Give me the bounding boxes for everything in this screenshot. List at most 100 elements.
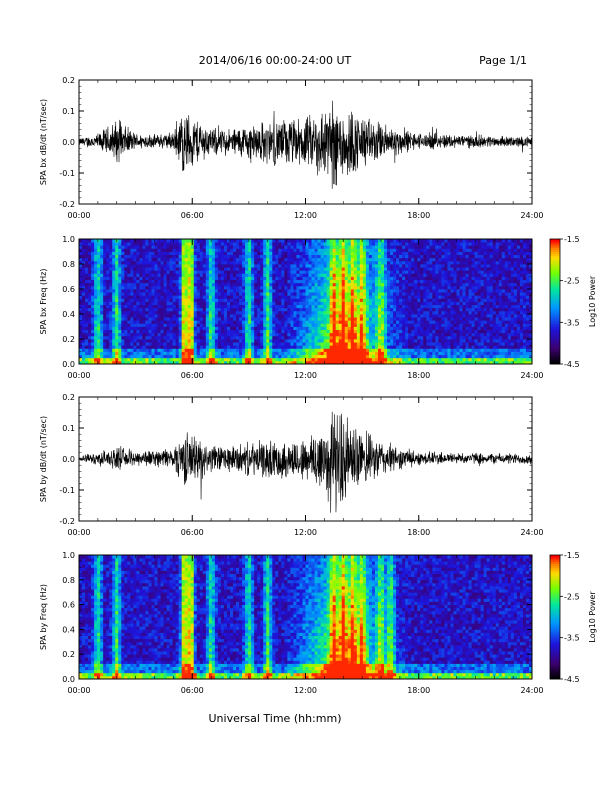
heatmap-cell	[275, 326, 279, 331]
heatmap-cell	[341, 251, 346, 256]
heatmap-cell	[257, 323, 261, 327]
heatmap-cell	[320, 310, 325, 315]
heatmap-cell	[429, 317, 433, 321]
heatmap-cell	[211, 298, 216, 302]
heatmap-cell	[154, 251, 158, 256]
heatmap-cell	[384, 323, 388, 327]
heatmap-cell	[347, 304, 352, 309]
heatmap-cell	[290, 342, 294, 346]
heatmap-cell	[251, 323, 255, 327]
heatmap-cell	[142, 239, 146, 243]
heatmap-cell	[387, 304, 391, 309]
heatmap-cell	[112, 264, 116, 268]
heatmap-cell	[281, 314, 285, 318]
heatmap-cell	[151, 351, 155, 356]
heatmap-cell	[91, 301, 95, 306]
heatmap-cell	[223, 239, 228, 243]
heatmap-cell	[281, 345, 285, 349]
heatmap-cell	[151, 320, 155, 324]
heatmap-cell	[139, 304, 143, 309]
heatmap-cell	[157, 326, 161, 331]
heatmap-cell	[384, 270, 388, 274]
heatmap-cell	[236, 273, 240, 277]
heatmap-cell	[160, 354, 164, 359]
heatmap-cell	[420, 289, 424, 293]
heatmap-cell	[308, 282, 312, 287]
heatmap-cell	[124, 323, 128, 327]
heatmap-cell	[175, 301, 180, 306]
heatmap-cell	[233, 304, 237, 309]
heatmap-cell	[139, 260, 143, 265]
heatmap-cell	[88, 304, 92, 309]
heatmap-cell	[338, 332, 343, 337]
heatmap-cell	[175, 279, 180, 284]
heatmap-cell	[293, 248, 297, 252]
heatmap-cell	[266, 326, 270, 331]
heatmap-cell	[362, 298, 367, 302]
heatmap-cell	[423, 295, 427, 299]
heatmap-cell	[248, 239, 252, 243]
heatmap-cell	[263, 339, 267, 343]
heatmap-cell	[314, 239, 318, 243]
heatmap-cell	[154, 339, 158, 343]
heatmap-cell	[175, 317, 180, 321]
heatmap-cell	[145, 260, 149, 265]
heatmap-cell	[281, 292, 285, 296]
heatmap-cell	[299, 323, 303, 327]
heatmap-cell	[184, 260, 189, 265]
heatmap-cell	[371, 360, 376, 365]
heatmap-cell	[347, 335, 352, 340]
heatmap-cell	[205, 270, 210, 274]
heatmap-cell	[399, 360, 403, 365]
heatmap-cell	[441, 273, 445, 277]
heatmap-cell	[393, 251, 397, 256]
heatmap-cell	[82, 245, 86, 249]
heatmap-cell	[157, 245, 161, 249]
heatmap-cell	[217, 295, 222, 299]
heatmap-cell	[435, 335, 439, 340]
heatmap-cell	[362, 264, 367, 268]
heatmap-cell	[332, 251, 337, 256]
heatmap-cell	[233, 260, 237, 265]
heatmap-cell	[257, 351, 261, 356]
heatmap-cell	[133, 267, 137, 271]
heatmap-cell	[371, 267, 376, 271]
heatmap-cell	[326, 326, 331, 331]
heatmap-cell	[100, 279, 104, 284]
heatmap-cell	[160, 279, 164, 284]
heatmap-cell	[305, 251, 309, 256]
heatmap-cell	[208, 245, 213, 249]
heatmap-cell	[350, 320, 355, 324]
heatmap-cell	[220, 320, 225, 324]
heatmap-cell	[305, 307, 309, 312]
heatmap-cell	[441, 298, 445, 302]
heatmap-cell	[384, 279, 388, 284]
heatmap-cell	[245, 285, 249, 290]
heatmap-cell	[347, 260, 352, 265]
heatmap-cell	[429, 298, 433, 302]
heatmap-cell	[329, 348, 334, 352]
heatmap-cell	[133, 257, 137, 262]
heatmap-cell	[293, 279, 297, 284]
heatmap-cell	[94, 270, 98, 274]
heatmap-cell	[362, 304, 367, 309]
heatmap-cell	[211, 239, 216, 243]
heatmap-cell	[405, 264, 409, 268]
heatmap-cell	[387, 310, 391, 315]
heatmap-cell	[266, 314, 270, 318]
heatmap-cell	[381, 342, 385, 346]
heatmap-cell	[91, 248, 95, 252]
heatmap-cell	[88, 335, 92, 340]
heatmap-cell	[230, 267, 234, 271]
heatmap-cell	[118, 251, 122, 256]
heatmap-cell	[420, 298, 424, 302]
heatmap-cell	[432, 276, 436, 281]
heatmap-cell	[205, 279, 210, 284]
heatmap-cell	[202, 314, 207, 318]
heatmap-cell	[263, 251, 267, 256]
heatmap-cell	[359, 310, 364, 315]
heatmap-cell	[444, 301, 448, 306]
y-tick-label: 0.1	[62, 107, 75, 116]
heatmap-cell	[344, 345, 349, 349]
heatmap-cell	[199, 304, 204, 309]
